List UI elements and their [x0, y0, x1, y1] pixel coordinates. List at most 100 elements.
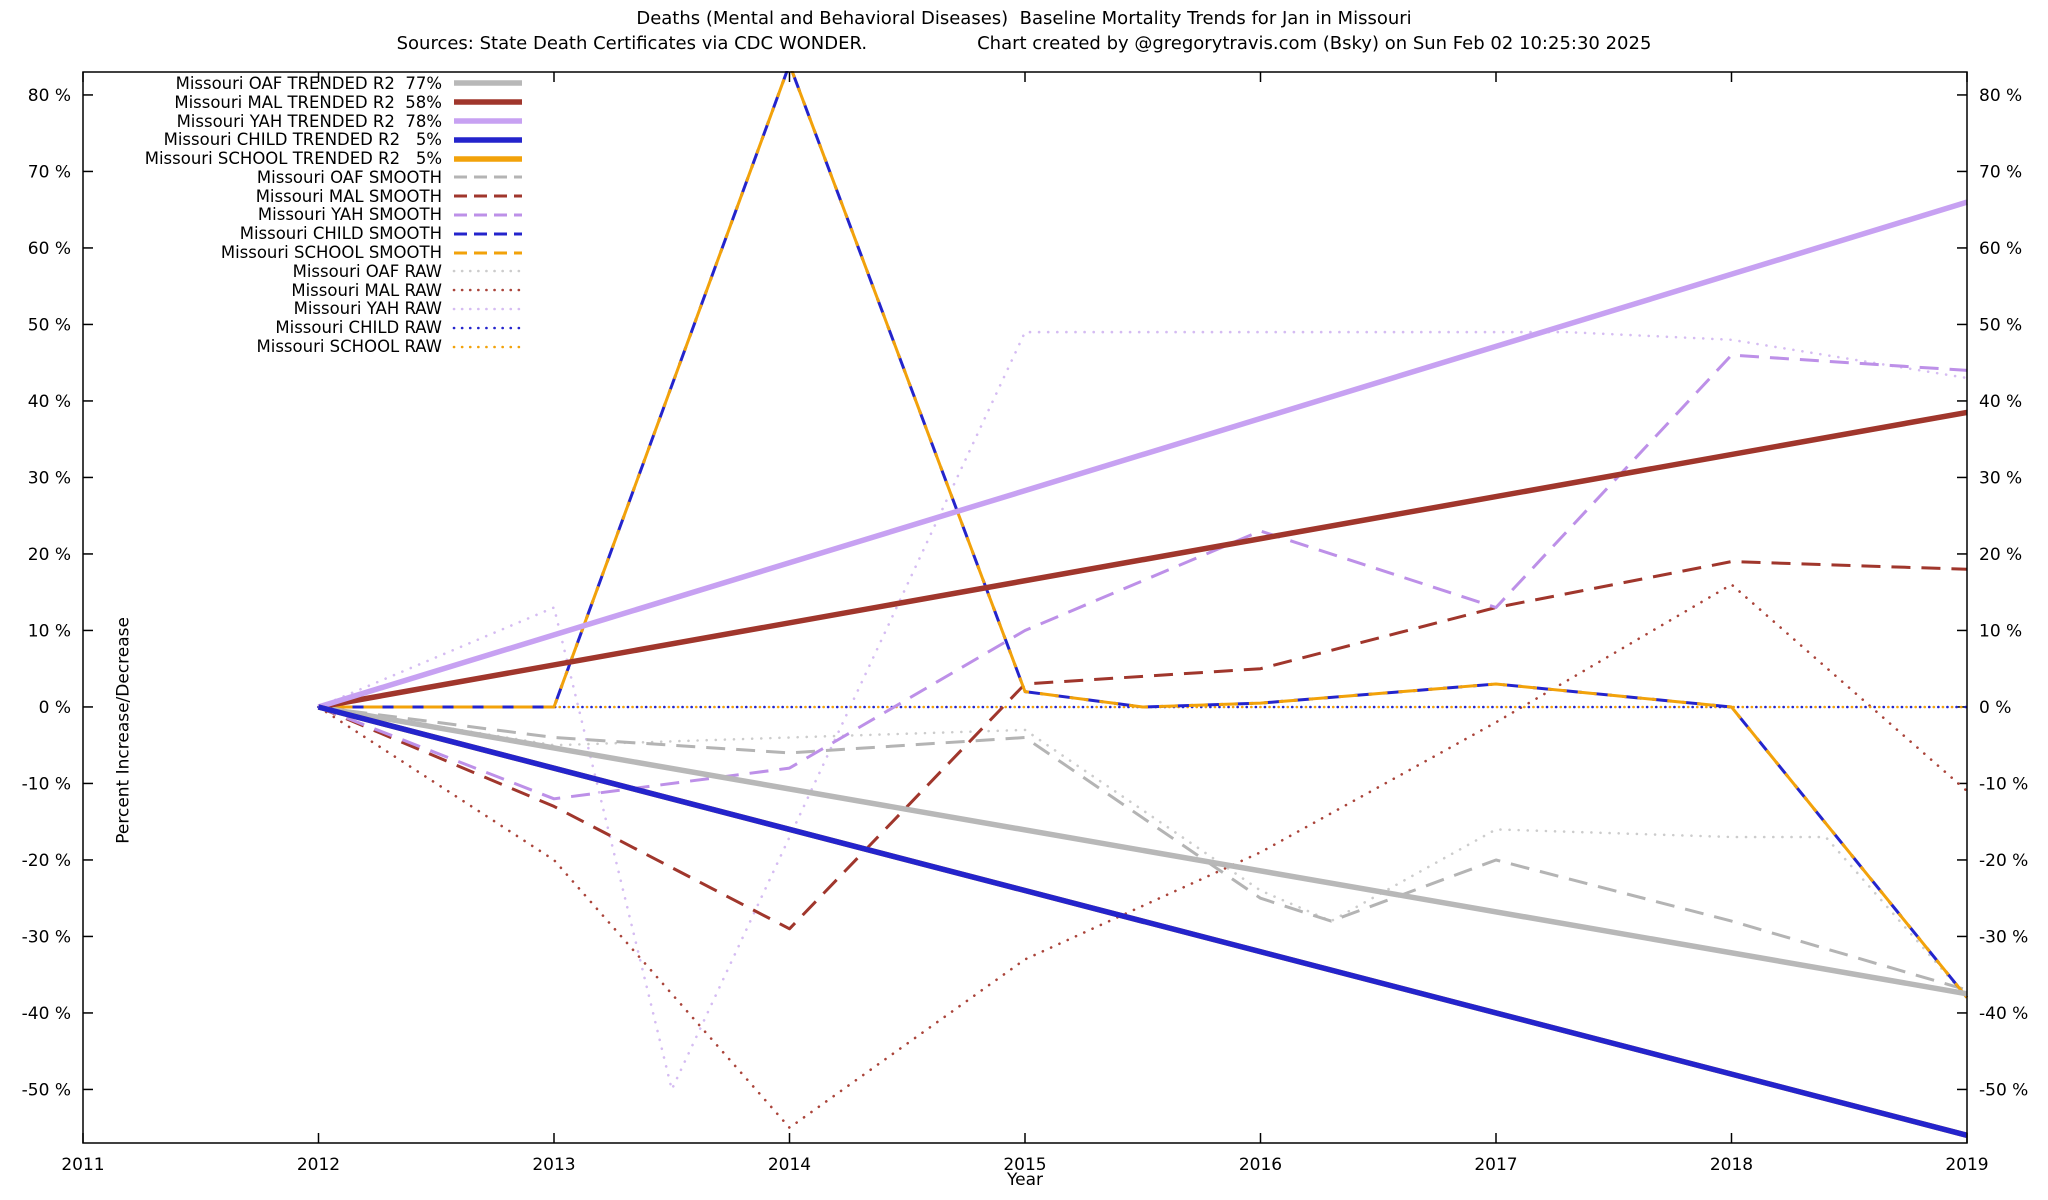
legend-label: Missouri CHILD TRENDED R2 5% — [163, 130, 442, 150]
series-mal_trended — [318, 409, 1968, 710]
legend-item-child_smooth: Missouri CHILD SMOOTH — [92, 224, 524, 243]
legend-label: Missouri MAL RAW — [291, 280, 442, 300]
legend-item-yah_trended: Missouri YAH TRENDED R2 78% — [92, 112, 524, 131]
legend-label: Missouri SCHOOL SMOOTH — [220, 243, 442, 263]
legend-swatch-raw-line — [452, 288, 524, 292]
legend-swatch-trended-line — [454, 155, 522, 162]
legend-swatch-trended-line — [454, 99, 522, 105]
chart-credit: Chart created by @gregorytravis.com (Bsk… — [977, 33, 1652, 54]
x-tick-label: 2019 — [1945, 1155, 1988, 1175]
series-child_trended — [317, 704, 1968, 1138]
y-tick-label-right: -10 % — [1979, 774, 2028, 794]
legend-swatch-smooth-line — [454, 194, 522, 198]
y-tick-label-left: 20 % — [28, 545, 71, 565]
legend-swatch-raw-line — [452, 326, 524, 330]
chart-subtitle: Sources: State Death Certificates via CD… — [0, 33, 2048, 54]
legend-label: Missouri OAF SMOOTH — [256, 167, 442, 187]
y-tick-label-right: 80 % — [1979, 86, 2022, 106]
x-axis-label: Year — [1007, 1170, 1043, 1190]
chart-title: Deaths (Mental and Behavioral Diseases) … — [636, 8, 1412, 29]
legend-label: Missouri SCHOOL RAW — [256, 337, 443, 357]
x-tick-label: 2018 — [1710, 1155, 1753, 1175]
legend-item-school_trended: Missouri SCHOOL TRENDED R2 5% — [92, 149, 524, 168]
series-mal_raw — [317, 583, 1968, 1129]
y-tick-label-left: 80 % — [28, 86, 71, 106]
y-tick-label-right: -20 % — [1979, 851, 2028, 871]
x-tick-label: 2016 — [1239, 1155, 1282, 1175]
y-tick-label-right: -40 % — [1979, 1004, 2028, 1024]
y-tick-label-left: -20 % — [22, 851, 71, 871]
legend-item-school_smooth: Missouri SCHOOL SMOOTH — [92, 243, 524, 262]
y-tick-label-right: 60 % — [1979, 239, 2022, 259]
legend-label: Missouri OAF RAW — [292, 261, 442, 281]
legend-label: Missouri CHILD RAW — [275, 318, 442, 338]
legend-swatch-smooth-line — [454, 251, 522, 255]
y-tick-label-left: -30 % — [22, 927, 71, 947]
legend-label: Missouri MAL TRENDED R2 58% — [174, 92, 442, 112]
legend-item-child_raw: Missouri CHILD RAW — [92, 318, 524, 337]
y-tick-label-left: 0 % — [39, 698, 71, 718]
legend-item-oaf_smooth: Missouri OAF SMOOTH — [92, 168, 524, 187]
legend-label: Missouri YAH TRENDED R2 78% — [176, 111, 442, 131]
legend-item-school_raw: Missouri SCHOOL RAW — [92, 337, 524, 356]
chart-sources: Sources: State Death Certificates via CD… — [396, 33, 868, 54]
y-tick-label-right: -30 % — [1979, 927, 2028, 947]
series-mal_smooth — [317, 560, 1968, 931]
x-tick-label: 2013 — [532, 1155, 575, 1175]
x-tick-label: 2017 — [1474, 1155, 1517, 1175]
y-tick-label-left: 70 % — [28, 162, 71, 182]
legend-swatch-raw-line — [452, 307, 524, 311]
y-tick-label-right: 70 % — [1979, 162, 2022, 182]
chart-legend: Missouri OAF TRENDED R2 77% Missouri MAL … — [92, 74, 524, 356]
y-tick-label-left: -40 % — [22, 1004, 71, 1024]
legend-item-yah_smooth: Missouri YAH SMOOTH — [92, 205, 524, 225]
legend-label: Missouri CHILD SMOOTH — [239, 224, 442, 244]
legend-label: Missouri YAH RAW — [293, 299, 442, 319]
legend-item-oaf_raw: Missouri OAF RAW — [92, 262, 524, 281]
legend-item-oaf_trended: Missouri OAF TRENDED R2 77% — [92, 74, 524, 93]
legend-label: Missouri MAL SMOOTH — [255, 186, 442, 206]
y-tick-label-right: 10 % — [1979, 621, 2022, 641]
legend-item-mal_smooth: Missouri MAL SMOOTH — [92, 187, 524, 206]
x-tick-label: 2015 — [1003, 1155, 1046, 1175]
legend-label: Missouri SCHOOL TRENDED R2 5% — [144, 149, 442, 169]
y-tick-label-left: 10 % — [28, 621, 71, 641]
x-tick-label: 2014 — [768, 1155, 811, 1175]
series-oaf_smooth — [318, 705, 1968, 992]
y-tick-label-left: 30 % — [28, 468, 71, 488]
series-child_smooth — [318, 71, 1968, 999]
legend-item-child_trended: Missouri CHILD TRENDED R2 5% — [92, 130, 524, 149]
legend-swatch-raw-line — [452, 345, 524, 348]
x-tick-label: 2011 — [61, 1155, 104, 1175]
y-tick-label-left: -50 % — [22, 1080, 71, 1100]
legend-item-mal_trended: Missouri MAL TRENDED R2 58% — [92, 93, 524, 112]
legend-swatch-smooth-line — [454, 175, 522, 179]
legend-swatch-trended-line — [454, 118, 522, 124]
y-tick-label-right: 50 % — [1979, 315, 2022, 335]
legend-label: Missouri OAF TRENDED R2 77% — [175, 73, 442, 93]
series-yah_trended — [317, 199, 1968, 710]
y-tick-label-right: 0 % — [1979, 698, 2011, 718]
y-tick-label-right: 20 % — [1979, 545, 2022, 565]
y-tick-label-right: -50 % — [1979, 1080, 2028, 1100]
series-yah_smooth — [317, 353, 1968, 801]
y-tick-label-left: 40 % — [28, 392, 71, 412]
legend-swatch-trended-line — [454, 137, 522, 143]
legend-swatch-smooth-line — [454, 232, 522, 236]
y-tick-label-right: 40 % — [1979, 392, 2022, 412]
x-tick-label: 2012 — [297, 1155, 340, 1175]
y-tick-label-left: -10 % — [22, 774, 71, 794]
series-oaf_trended — [318, 704, 1968, 997]
legend-item-yah_raw: Missouri YAH RAW — [92, 299, 524, 319]
y-tick-label-right: 30 % — [1979, 468, 2022, 488]
legend-label: Missouri YAH SMOOTH — [257, 205, 442, 225]
series-school_smooth — [318, 71, 1968, 999]
y-tick-label-left: 60 % — [28, 239, 71, 259]
legend-swatch-trended-line — [454, 80, 522, 87]
series-yah_raw — [317, 330, 1968, 1091]
legend-item-mal_raw: Missouri MAL RAW — [92, 281, 524, 300]
legend-swatch-raw-line — [452, 270, 524, 273]
legend-swatch-smooth-line — [454, 213, 522, 217]
